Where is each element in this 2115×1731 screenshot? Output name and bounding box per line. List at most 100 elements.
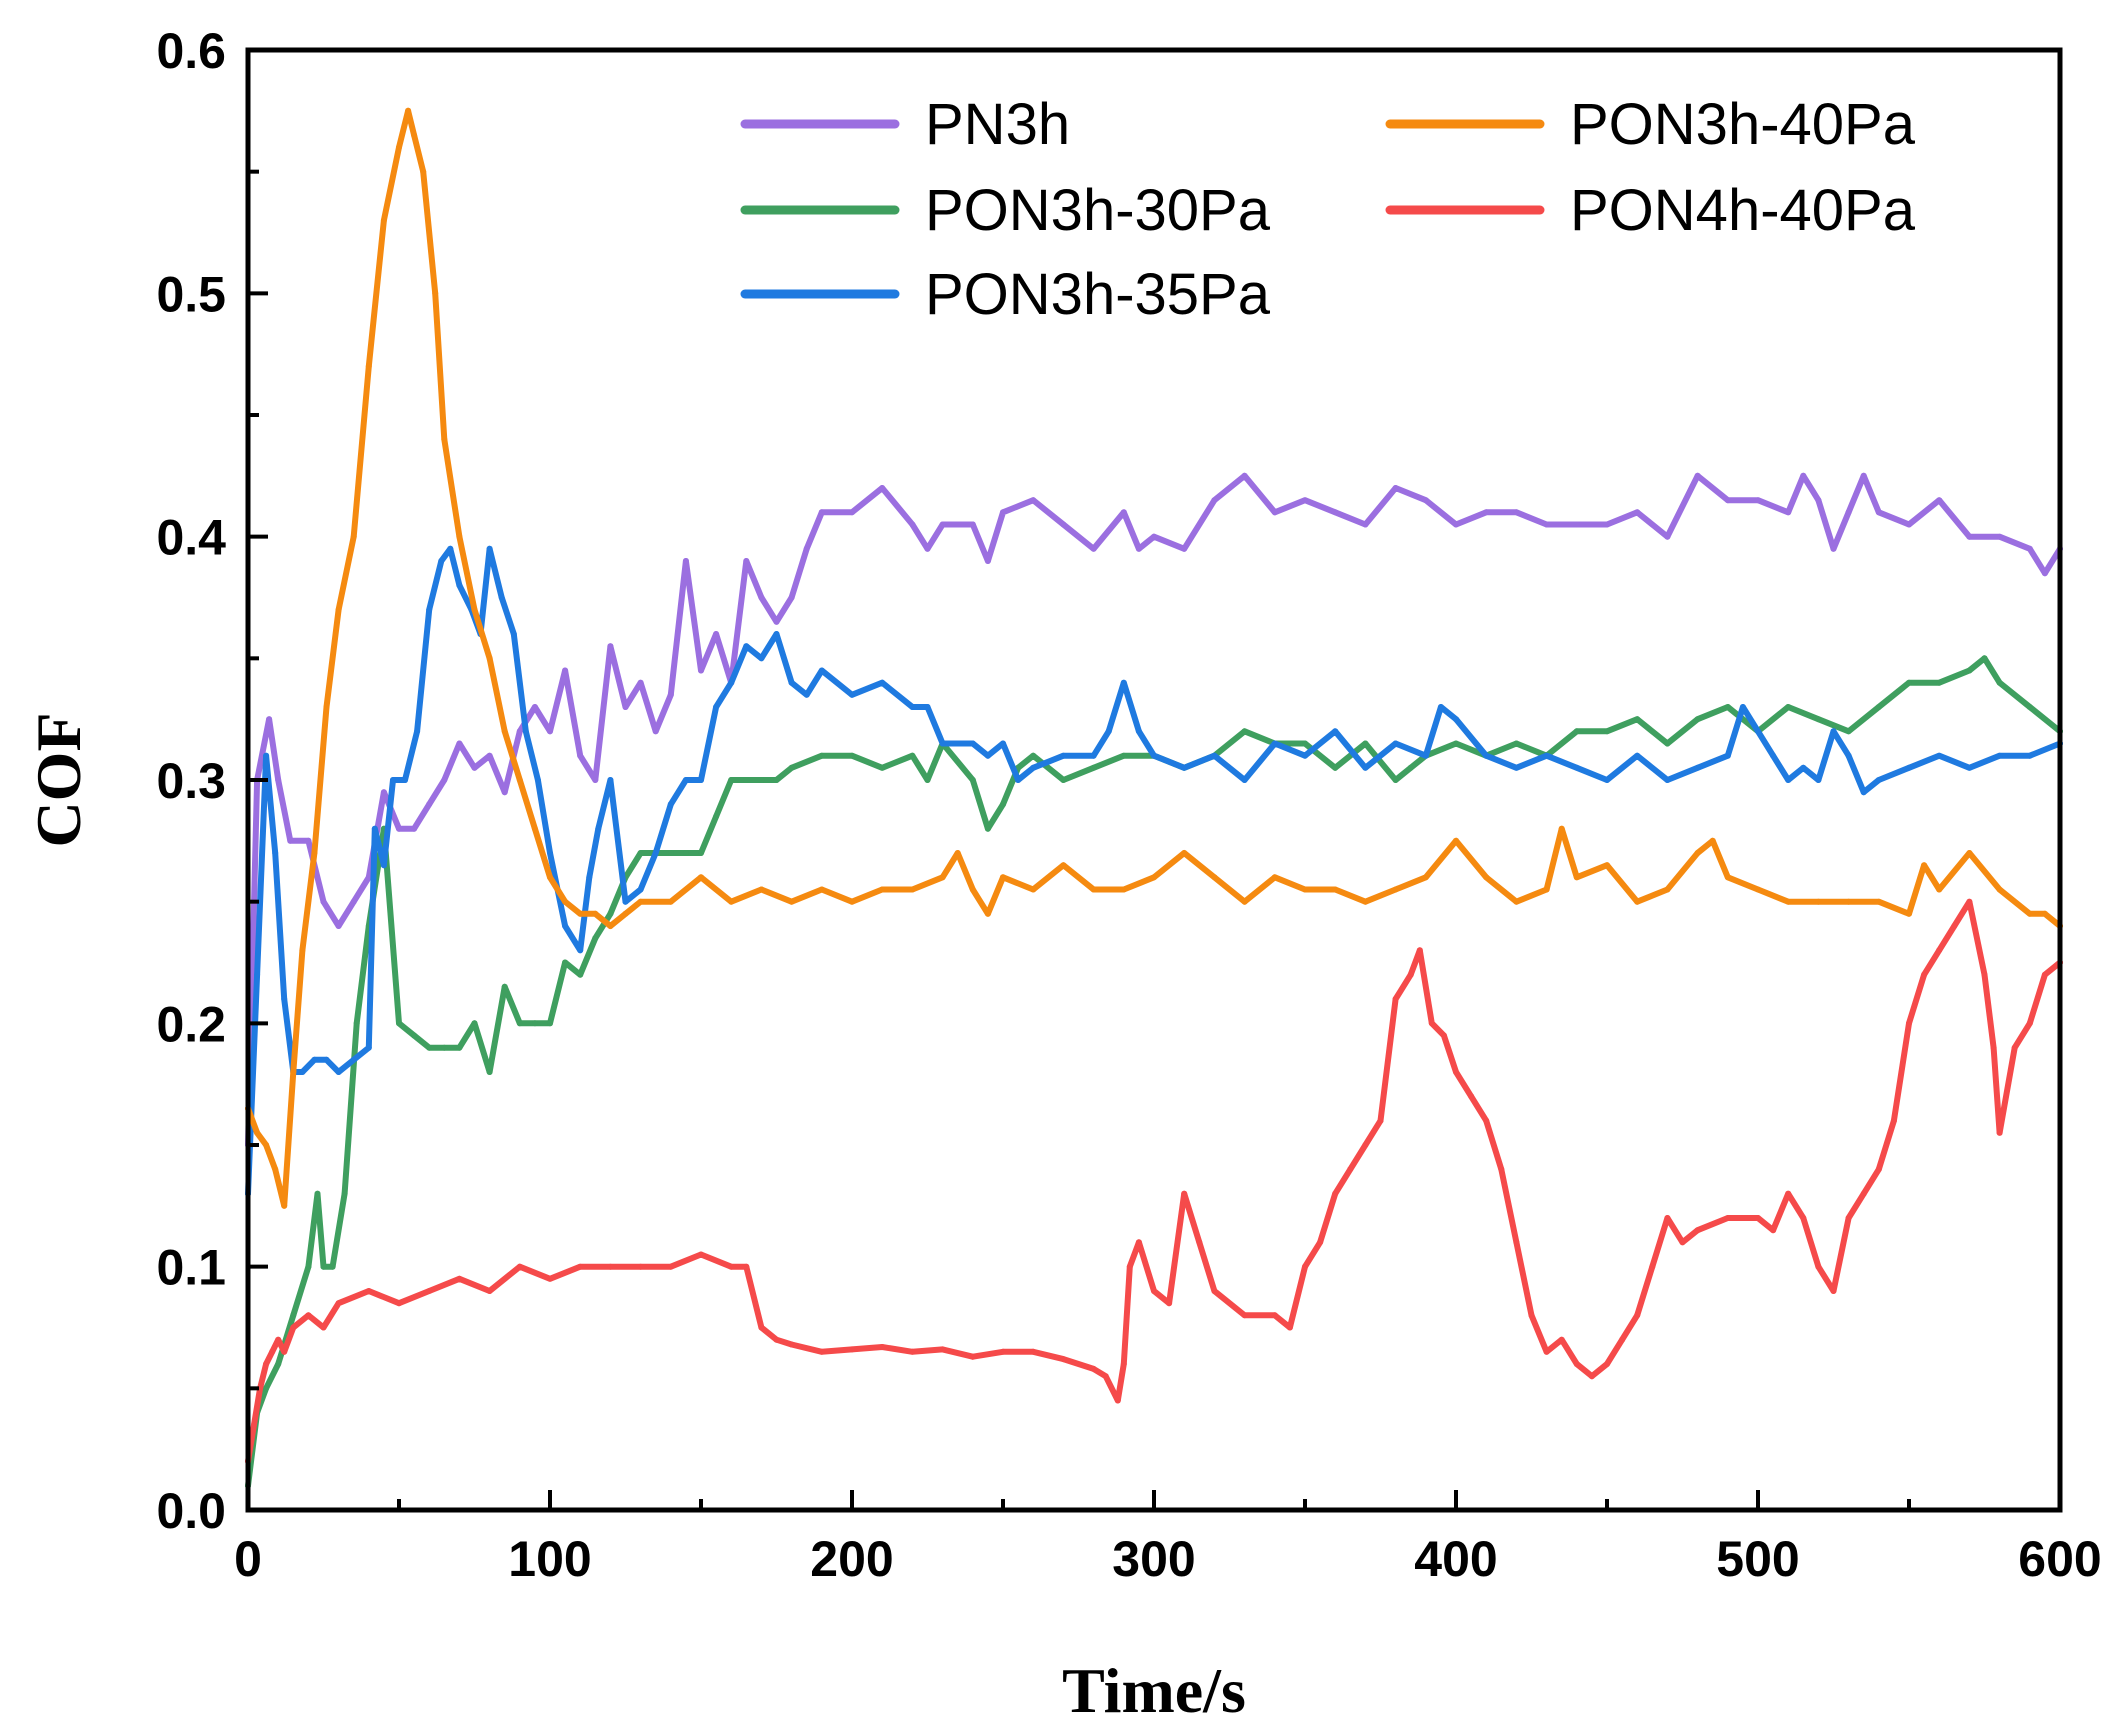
data-point-pon3h-35pa: [1030, 764, 1037, 771]
data-point-pn3h: [1755, 497, 1761, 504]
data-point-pon3h-40pa: [562, 898, 569, 905]
data-point-pon3h-35pa: [698, 777, 704, 783]
data-point-pon4h-40pa: [1724, 1215, 1731, 1221]
data-point-pn3h: [1302, 497, 1308, 504]
data-point-pn3h: [1271, 509, 1278, 516]
data-point-pon3h-35pa: [1302, 752, 1308, 759]
data-point-pon3h-30pa: [341, 1190, 348, 1197]
series-line-pn3h: [245, 472, 2063, 1148]
data-point-pn3h: [1120, 509, 1127, 516]
data-point-pon4h-40pa: [1664, 1215, 1671, 1221]
data-point-pon3h-30pa: [607, 910, 614, 917]
data-point-pon3h-35pa: [1105, 728, 1112, 735]
data-point-pon3h-40pa: [1966, 850, 1973, 856]
data-point-pn3h: [266, 716, 273, 723]
data-point-pon3h-40pa: [2041, 910, 2048, 917]
data-point-pon3h-30pa: [788, 764, 795, 771]
data-point-pn3h: [1694, 472, 1701, 479]
legend: PN3h PON3h-30Pa PON3h-35Pa PON3h-40Pa PON4h-…: [740, 92, 1916, 327]
data-point-pon3h-30pa: [1845, 728, 1852, 735]
data-point-pon3h-40pa: [1483, 874, 1490, 881]
data-point-pon3h-30pa: [1815, 716, 1822, 723]
data-point-pon3h-40pa: [1845, 898, 1852, 905]
data-point-pon3h-40pa: [984, 910, 991, 917]
data-point-pn3h: [1151, 533, 1157, 540]
data-point-pon3h-35pa: [728, 679, 735, 686]
data-point-pon3h-35pa: [1392, 740, 1399, 747]
data-point-pon4h-40pa: [1604, 1361, 1610, 1367]
data-point-pon4h-40pa: [1755, 1215, 1761, 1221]
data-point-pon3h-30pa: [1875, 704, 1882, 710]
data-point-pon3h-35pa: [486, 545, 493, 552]
data-point-pon3h-40pa: [290, 1069, 297, 1075]
data-point-pon4h-40pa: [879, 1344, 886, 1350]
data-point-pon4h-40pa: [486, 1288, 493, 1294]
data-point-pon3h-35pa: [380, 862, 387, 869]
series-pon3h-35pa: [245, 545, 2063, 1197]
data-point-pon3h-35pa: [438, 558, 445, 564]
data-point-pon3h-30pa: [1302, 740, 1308, 747]
data-point-pon3h-40pa: [969, 886, 976, 893]
data-point-pon3h-40pa: [728, 898, 735, 905]
data-point-pon3h-35pa: [447, 545, 454, 552]
data-point-pon4h-40pa: [1211, 1288, 1218, 1294]
data-point-pon3h-40pa: [501, 728, 508, 735]
data-point-pon3h-30pa: [1332, 764, 1339, 771]
data-point-pon4h-40pa: [728, 1263, 735, 1270]
data-point-pon3h-40pa: [849, 898, 855, 905]
data-point-pn3h: [1664, 533, 1671, 540]
data-point-pon3h-30pa: [1030, 752, 1037, 759]
data-point-pn3h: [1800, 472, 1807, 479]
data-point-pon3h-30pa: [1664, 740, 1671, 747]
data-point-pon4h-40pa: [456, 1275, 463, 1282]
data-point-pn3h: [396, 825, 402, 832]
data-point-pn3h: [984, 558, 991, 564]
data-point-pon3h-35pa: [849, 691, 855, 698]
data-point-pon3h-30pa: [1453, 740, 1459, 747]
data-point-pon3h-30pa: [396, 1020, 402, 1027]
data-point-pon4h-40pa: [1416, 947, 1423, 954]
data-point-pon3h-30pa: [773, 777, 780, 783]
data-point-pon4h-40pa: [1634, 1312, 1641, 1319]
data-point-pn3h: [1332, 509, 1339, 516]
data-point-pon4h-40pa: [305, 1312, 312, 1319]
data-point-pn3h: [1453, 521, 1459, 528]
data-point-pon4h-40pa: [1588, 1373, 1595, 1380]
data-point-pon3h-35pa: [1151, 752, 1157, 759]
data-point-pon4h-40pa: [788, 1341, 795, 1348]
data-point-pon4h-40pa: [1981, 971, 1988, 978]
data-point-pon3h-40pa: [1634, 898, 1641, 905]
data-point-pn3h: [320, 898, 327, 905]
data-point-pon4h-40pa: [1619, 1336, 1626, 1343]
data-point-pon3h-35pa: [1694, 764, 1701, 771]
data-point-pon3h-35pa: [254, 971, 261, 978]
data-point-pon4h-40pa: [909, 1348, 916, 1355]
data-point-pon3h-40pa: [365, 363, 372, 370]
data-point-pn3h: [335, 923, 342, 929]
data-point-pon3h-40pa: [1060, 862, 1067, 869]
data-point-pn3h: [1996, 533, 2003, 540]
data-point-pon4h-40pa: [1906, 1020, 1912, 1027]
data-point-pon3h-40pa: [758, 886, 765, 893]
data-point-pon4h-40pa: [637, 1263, 644, 1270]
data-point-pn3h: [1030, 497, 1037, 504]
data-point-pn3h: [1724, 497, 1731, 504]
data-point-pon3h-40pa: [1785, 898, 1792, 905]
data-point-pon3h-40pa: [939, 874, 946, 881]
data-point-pon3h-35pa: [713, 704, 720, 710]
data-point-pon3h-40pa: [622, 910, 629, 917]
data-point-pn3h: [743, 558, 750, 564]
data-point-pn3h: [471, 764, 478, 771]
data-point-pn3h: [667, 691, 674, 698]
data-point-pon3h-40pa: [1120, 886, 1127, 893]
data-point-pon3h-35pa: [272, 850, 279, 856]
data-point-pon4h-40pa: [1875, 1166, 1882, 1173]
data-point-pon4h-40pa: [1362, 1142, 1369, 1148]
data-point-pon3h-35pa: [1724, 752, 1731, 759]
data-point-pon4h-40pa: [547, 1275, 553, 1282]
data-point-pon4h-40pa: [1513, 1239, 1520, 1246]
data-point-pon3h-35pa: [414, 728, 421, 735]
data-point-pon3h-40pa: [1921, 862, 1928, 869]
data-point-pon3h-35pa: [534, 777, 541, 783]
data-point-pn3h: [1211, 497, 1218, 504]
